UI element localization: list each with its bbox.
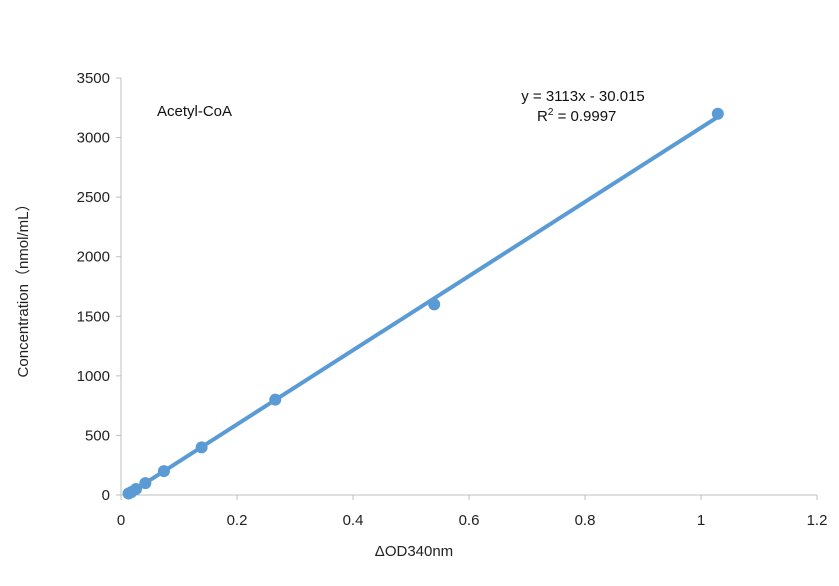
y-axis-title: Concentration（nmol/mL） xyxy=(15,197,32,378)
x-axis-title: ΔOD340nm xyxy=(375,543,453,560)
r-squared-prefix: R xyxy=(537,108,548,125)
x-tick-labels: 0 0.2 0.4 0.6 0.8 1 1.2 xyxy=(117,495,828,529)
trend-equation: y = 3113x - 30.015 xyxy=(521,88,645,105)
data-point xyxy=(269,393,282,406)
data-point xyxy=(195,441,208,454)
data-point xyxy=(428,298,441,311)
data-points xyxy=(122,107,724,500)
r-squared: R2 = 0.9997 xyxy=(537,107,616,125)
r-squared-value: = 0.9997 xyxy=(553,108,616,125)
y-tick-label: 2500 xyxy=(77,189,110,206)
y-tick-label: 500 xyxy=(85,427,110,444)
x-tick-label: 0.2 xyxy=(227,512,248,529)
trendline-group xyxy=(126,114,720,496)
data-point xyxy=(130,483,143,496)
y-tick-label: 2000 xyxy=(77,249,110,266)
y-tick-label: 1500 xyxy=(77,308,110,325)
data-point xyxy=(711,107,724,120)
data-point xyxy=(139,477,152,490)
x-tick-label: 0.8 xyxy=(575,512,596,529)
x-tick-label: 0 xyxy=(117,512,125,529)
trendline xyxy=(126,114,720,496)
x-tick-label: 0.4 xyxy=(343,512,364,529)
series-label: Acetyl-CoA xyxy=(157,103,232,120)
y-tick-label: 1000 xyxy=(77,368,110,385)
y-tick-labels: 0 500 1000 1500 2000 2500 3000 3500 xyxy=(77,70,121,504)
y-tick-label: 0 xyxy=(102,487,110,504)
r-squared-sup: 2 xyxy=(548,107,554,118)
x-tick-label: 1 xyxy=(697,512,705,529)
y-tick-label: 3000 xyxy=(77,130,110,147)
x-tick-label: 0.6 xyxy=(459,512,480,529)
data-point xyxy=(157,465,170,478)
x-tick-label: 1.2 xyxy=(807,512,828,529)
y-tick-label: 3500 xyxy=(77,70,110,87)
